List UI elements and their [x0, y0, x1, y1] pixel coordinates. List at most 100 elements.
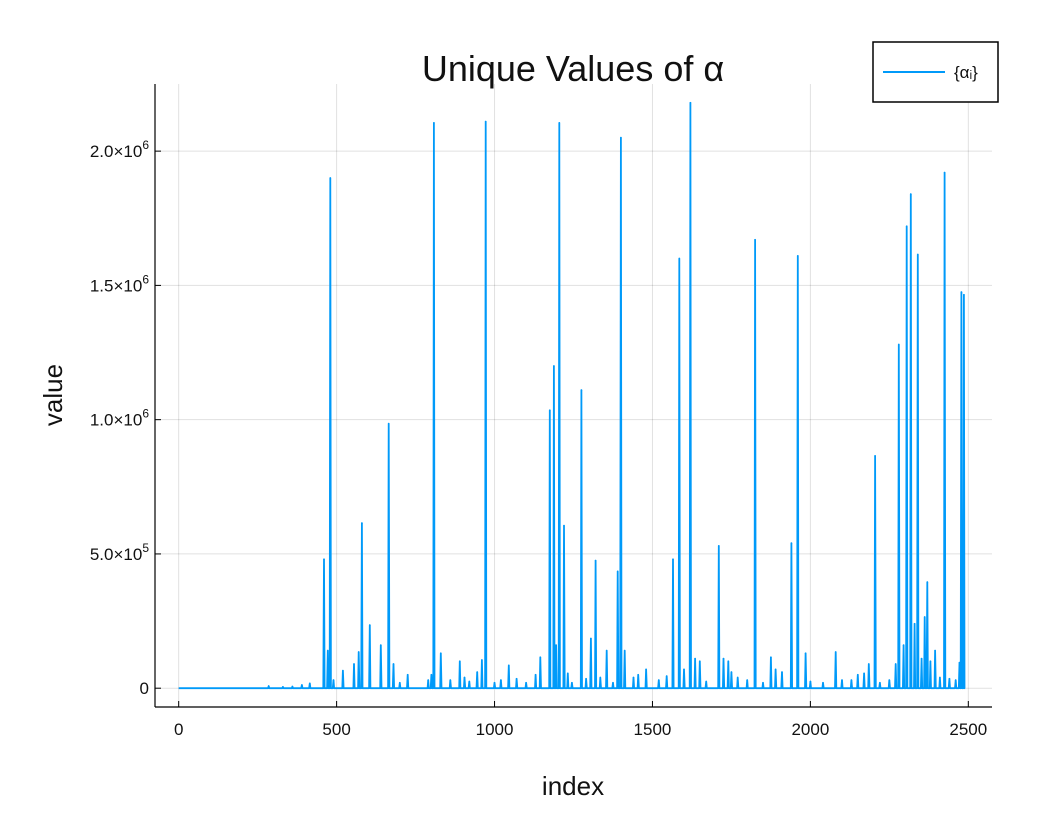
data-point [571, 682, 573, 684]
data-point [754, 239, 756, 241]
series-line [178, 101, 966, 690]
data-point [868, 663, 870, 665]
data-point [332, 679, 335, 681]
data-point [580, 389, 583, 391]
data-point [481, 659, 483, 661]
data-point [689, 102, 692, 104]
data-point [369, 624, 371, 626]
data-point [874, 455, 876, 457]
y-tick-label: 1.5×106 [90, 272, 149, 295]
data-point [323, 558, 325, 561]
data-point [790, 542, 793, 544]
data-point [616, 570, 619, 573]
data-point [804, 652, 807, 655]
x-tick-label: 1500 [634, 720, 672, 739]
data-point [380, 644, 382, 646]
data-point [539, 656, 542, 659]
data-point [459, 660, 461, 663]
data-point [658, 679, 660, 681]
data-point [954, 679, 957, 681]
legend: {αᵢ} [872, 41, 999, 103]
data-point [822, 682, 824, 684]
data-point [705, 680, 707, 683]
data-point [727, 660, 730, 663]
data-point [722, 657, 725, 660]
x-tick-label: 500 [322, 720, 350, 739]
y-tick-exponent: 6 [142, 407, 149, 421]
data-point [563, 524, 565, 527]
x-tick-label: 2000 [791, 720, 829, 739]
data-point [605, 649, 608, 652]
y-tick-label: 2.0×106 [90, 138, 149, 161]
data-point [567, 672, 569, 675]
data-point [894, 663, 897, 665]
data-point [934, 649, 936, 652]
data-point [632, 676, 635, 679]
data-point [809, 680, 812, 683]
data-point [898, 343, 900, 346]
data-point [399, 682, 401, 684]
data-point [427, 679, 430, 681]
data-point [493, 682, 496, 684]
y-tick-mantissa: 0 [140, 679, 149, 698]
y-tick-mantissa: 1.5×10 [90, 276, 142, 295]
data-point [699, 660, 701, 663]
data-point [484, 120, 487, 123]
x-tick-label: 2500 [949, 720, 987, 739]
data-point [301, 684, 303, 686]
data-point [637, 674, 639, 676]
data-point [694, 657, 696, 660]
data-point [683, 668, 685, 671]
plot-area [178, 101, 966, 690]
y-tick-label: 0 [140, 679, 149, 698]
data-point [678, 257, 681, 260]
data-point [553, 365, 555, 367]
data-point [902, 644, 905, 646]
y-tick-label: 1.0×106 [90, 407, 149, 430]
data-point [672, 558, 674, 561]
data-point [430, 674, 433, 676]
data-point [910, 193, 912, 195]
data-point [449, 679, 452, 681]
data-point [599, 676, 602, 679]
data-point [863, 672, 865, 675]
x-tick-label: 1000 [476, 720, 514, 739]
data-point [500, 679, 502, 681]
data-point [558, 122, 561, 124]
data-point [736, 676, 739, 679]
legend-label: {αᵢ} [954, 63, 978, 82]
data-point [850, 679, 853, 681]
data-point [746, 679, 748, 681]
y-tick-exponent: 6 [142, 272, 149, 286]
tick-labels: 0 500 1000 1500 2000 250005.0×1051.0×1061.5×1… [90, 138, 987, 739]
data-point [525, 682, 527, 684]
axes [154, 84, 992, 708]
data-point [926, 581, 929, 583]
data-point [943, 171, 946, 174]
data-point [770, 656, 772, 659]
data-point [960, 291, 963, 293]
data-point [929, 660, 932, 663]
y-tick-exponent: 5 [142, 541, 149, 555]
y-tick-exponent: 6 [142, 138, 149, 152]
data-point [555, 644, 557, 646]
data-point [665, 675, 668, 677]
data-point [267, 685, 270, 687]
data-point [594, 559, 597, 562]
data-point [329, 177, 332, 179]
data-point [797, 255, 799, 257]
data-point [549, 409, 551, 412]
data-point [468, 680, 471, 683]
data-point [958, 661, 961, 664]
data-point [440, 652, 442, 655]
data-point [620, 136, 622, 139]
data-point [888, 679, 891, 681]
data-point [357, 651, 360, 653]
data-point [879, 682, 881, 684]
data-point [463, 676, 466, 679]
data-point [623, 649, 626, 652]
x-tick-label: 0 [174, 720, 183, 739]
data-point [590, 637, 592, 640]
y-tick-mantissa: 2.0×10 [90, 142, 142, 161]
x-axis-label: index [542, 771, 604, 801]
